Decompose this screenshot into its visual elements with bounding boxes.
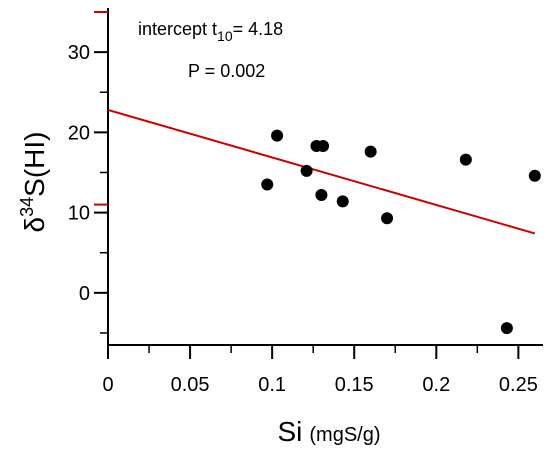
y-tick-label: 0 — [79, 283, 90, 305]
x-tick-label: 0 — [102, 374, 113, 396]
data-point — [315, 188, 328, 201]
regression-line — [107, 108, 536, 235]
annotation-line2: P = 0.002 — [188, 61, 265, 81]
axes — [107, 8, 543, 346]
regression-line-group — [107, 108, 536, 235]
x-axis-label: Si (mgS/g) — [277, 416, 380, 447]
tick-labels: 0 0.05 0.1 0.15 0.2 0.25 0 10 20 30 — [68, 42, 538, 396]
data-point — [336, 195, 349, 208]
x-axis-label-main: Si — [277, 416, 302, 447]
x-tick-label: 0.15 — [335, 374, 374, 396]
annotation-line1-prefix: intercept t — [138, 19, 217, 39]
x-axis-label-unit: (mgS/g) — [309, 424, 380, 446]
x-tick-label: 0.25 — [499, 374, 538, 396]
data-point — [317, 140, 330, 153]
x-tick-label: 0.1 — [258, 374, 286, 396]
data-point — [381, 212, 394, 225]
data-points — [261, 129, 541, 335]
annotation-line1-sub: 10 — [217, 28, 233, 44]
data-point — [364, 145, 377, 158]
annotation-line1-suffix: = 4.18 — [233, 19, 284, 39]
data-point — [459, 153, 472, 166]
data-point — [528, 169, 541, 182]
data-point — [500, 322, 513, 335]
annotation-line1: intercept t10= 4.18 — [138, 19, 283, 44]
y-axis-label-suffix: S(HI) — [19, 132, 50, 197]
intercept-marks — [94, 11, 108, 206]
ticks — [94, 11, 520, 359]
x-tick-label: 0.05 — [171, 374, 210, 396]
data-point — [271, 129, 284, 142]
data-point — [261, 178, 274, 191]
y-tick-label: 20 — [68, 122, 90, 144]
y-axis-label-sup: 34 — [17, 197, 37, 217]
data-point — [300, 164, 313, 177]
y-tick-label: 30 — [68, 42, 90, 64]
y-tick-label: 10 — [68, 203, 90, 225]
y-axis-label: δ34S(HI) — [17, 132, 50, 233]
y-axis-label-prefix: δ — [19, 217, 50, 233]
x-tick-label: 0.2 — [422, 374, 450, 396]
